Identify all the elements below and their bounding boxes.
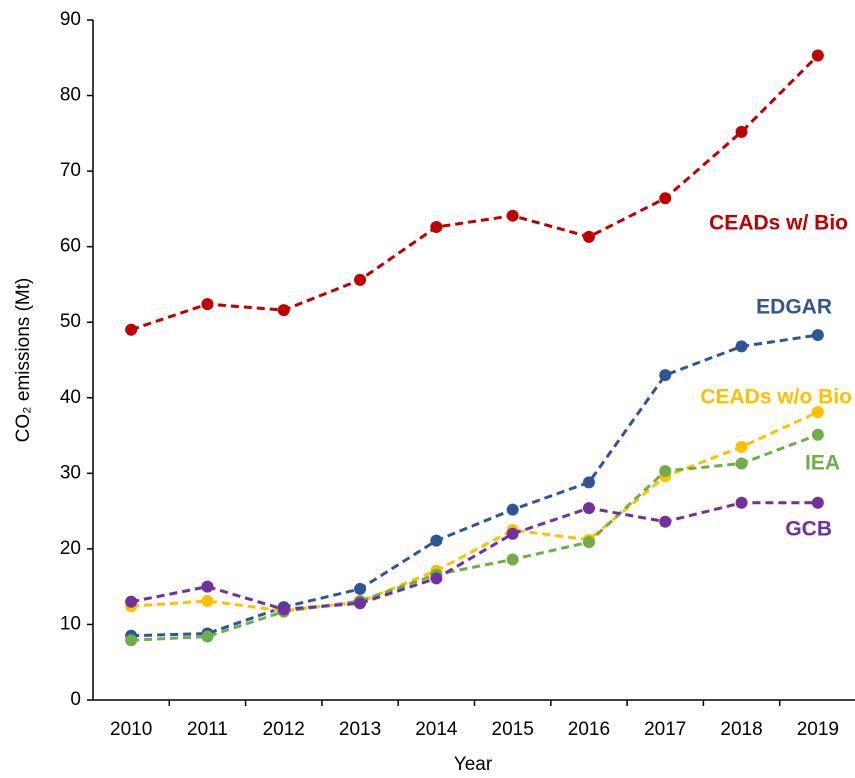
point bbox=[506, 553, 519, 566]
point bbox=[659, 192, 672, 205]
point bbox=[201, 580, 214, 593]
point bbox=[659, 465, 672, 478]
point bbox=[582, 536, 595, 549]
point bbox=[735, 457, 748, 470]
x-tick-label: 2010 bbox=[110, 719, 152, 740]
point bbox=[735, 440, 748, 453]
point bbox=[277, 603, 290, 616]
point bbox=[125, 323, 138, 336]
point bbox=[430, 534, 443, 547]
y-tick-label: 0 bbox=[70, 689, 81, 710]
series-label: CEADs w/o Bio bbox=[700, 386, 852, 409]
y-tick-label: 40 bbox=[60, 387, 81, 408]
series-line bbox=[131, 433, 819, 642]
point bbox=[811, 49, 824, 62]
y-tick-label: 30 bbox=[60, 462, 81, 483]
x-tick-label: 2014 bbox=[415, 719, 458, 740]
y-tick-label: 50 bbox=[60, 311, 81, 332]
series-line bbox=[131, 333, 819, 638]
series-label: EDGAR bbox=[756, 296, 832, 319]
x-tick-label: 2017 bbox=[644, 719, 686, 740]
point bbox=[125, 634, 138, 647]
point bbox=[430, 221, 443, 234]
series-line bbox=[130, 501, 818, 611]
point bbox=[354, 597, 367, 610]
point bbox=[735, 340, 748, 353]
x-tick-label: 2013 bbox=[339, 719, 381, 740]
point bbox=[201, 595, 214, 608]
point bbox=[811, 406, 824, 419]
x-tick-label: 2019 bbox=[797, 719, 839, 740]
point bbox=[582, 230, 595, 243]
point bbox=[506, 209, 519, 222]
y-tick-label: 90 bbox=[60, 9, 81, 30]
point bbox=[811, 329, 824, 342]
point bbox=[659, 369, 672, 382]
y-tick-label: 20 bbox=[60, 538, 81, 559]
x-tick-label: 2018 bbox=[720, 719, 762, 740]
series-label: GCB bbox=[785, 518, 832, 541]
point bbox=[735, 496, 748, 509]
x-tick-label: 2015 bbox=[492, 719, 534, 740]
point bbox=[659, 515, 672, 528]
x-tick-label: 2011 bbox=[187, 719, 228, 740]
series-line bbox=[131, 410, 819, 613]
point bbox=[811, 496, 824, 509]
x-tick-label: 2012 bbox=[263, 719, 305, 740]
y-axis-label: CO₂ emissions (Mt) bbox=[13, 278, 34, 443]
y-tick-label: 80 bbox=[60, 85, 81, 106]
point bbox=[201, 630, 214, 643]
point bbox=[506, 503, 519, 516]
point bbox=[582, 476, 595, 489]
point bbox=[811, 428, 824, 441]
series-label: IEA bbox=[805, 452, 840, 475]
x-axis-label: Year bbox=[454, 754, 493, 775]
point bbox=[354, 582, 367, 595]
point bbox=[201, 298, 214, 311]
point bbox=[354, 273, 367, 286]
series-line bbox=[130, 54, 819, 332]
y-tick-label: 60 bbox=[60, 236, 81, 257]
point bbox=[506, 527, 519, 540]
point bbox=[277, 304, 290, 317]
point bbox=[735, 125, 748, 138]
series-label: CEADs w/ Bio bbox=[709, 212, 848, 235]
point bbox=[125, 595, 138, 608]
y-tick-label: 70 bbox=[60, 160, 81, 181]
y-tick-label: 10 bbox=[60, 613, 81, 634]
x-tick-label: 2016 bbox=[568, 719, 610, 740]
point bbox=[582, 502, 595, 515]
point bbox=[430, 572, 443, 585]
